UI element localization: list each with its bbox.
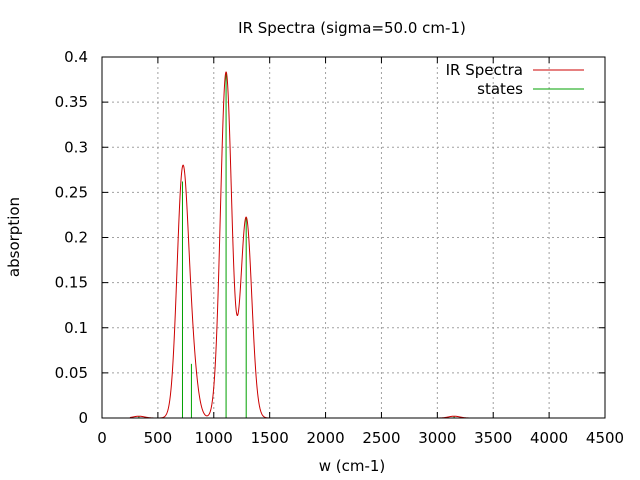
- x-tick-label: 2500: [362, 429, 400, 447]
- y-tick-label: 0.4: [64, 48, 88, 66]
- x-tick-label: 3000: [418, 429, 456, 447]
- x-tick-label: 0: [97, 429, 107, 447]
- states-series: [138, 72, 455, 418]
- y-tick-label: 0.1: [64, 319, 88, 337]
- y-axis-label: absorption: [5, 197, 23, 277]
- y-tick-label: 0.05: [55, 364, 88, 382]
- y-tick-label: 0.35: [55, 93, 88, 111]
- ir-spectra-series: [129, 71, 578, 419]
- legend-label-ir-spectra: IR Spectra: [446, 61, 523, 79]
- legend-label-states: states: [477, 80, 523, 98]
- y-tick-label: 0.25: [55, 183, 88, 201]
- x-tick-label: 4500: [586, 429, 624, 447]
- tick-labels: 0 500 1000 1500 2000 2500 3000 3500 4000 4500 0 0.0…: [55, 48, 625, 447]
- x-tick-label: 3500: [474, 429, 512, 447]
- grid: [102, 57, 605, 418]
- x-tick-label: 4000: [530, 429, 568, 447]
- y-tick-label: 0.3: [64, 138, 88, 156]
- x-tick-label: 500: [144, 429, 173, 447]
- chart-title: IR Spectra (sigma=50.0 cm-1): [238, 19, 466, 37]
- y-tick-label: 0.15: [55, 274, 88, 292]
- y-tick-label: 0: [78, 409, 88, 427]
- x-tick-label: 1000: [195, 429, 233, 447]
- y-tick-label: 0.2: [64, 229, 88, 247]
- legend: IR Spectra states: [446, 61, 584, 98]
- x-tick-label: 1500: [251, 429, 289, 447]
- ir-spectra-line: [129, 71, 578, 419]
- x-tick-label: 2000: [306, 429, 344, 447]
- plot-border: [101, 56, 606, 419]
- x-axis-label: w (cm-1): [319, 457, 386, 475]
